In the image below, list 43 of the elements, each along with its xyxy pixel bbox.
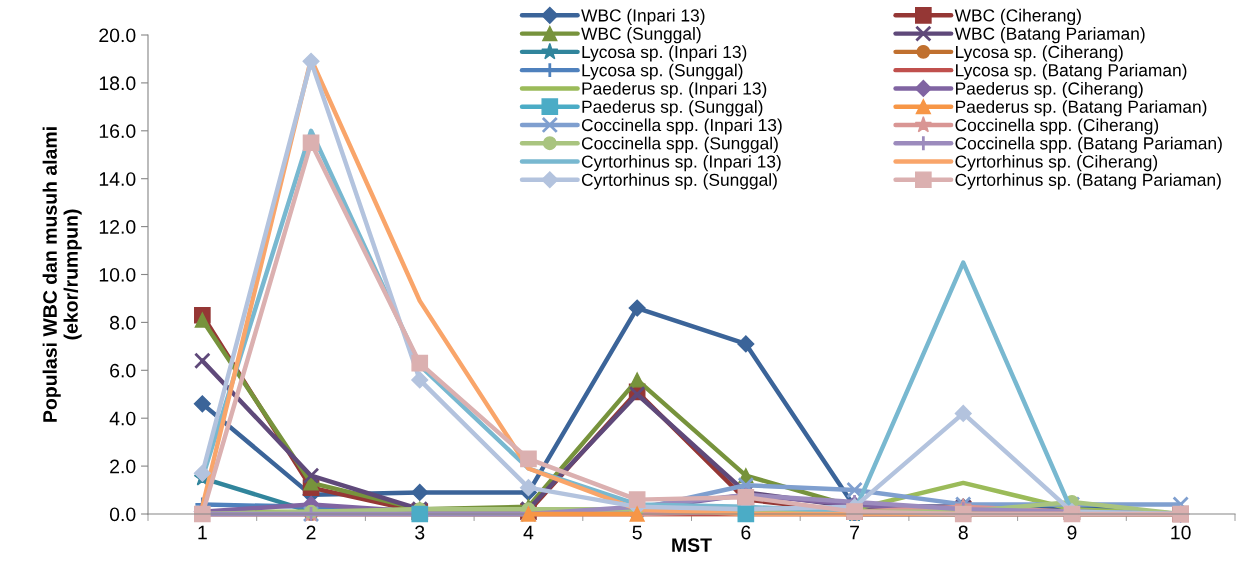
legend-label: Paederus sp. (Batang Pariaman) (956, 100, 1207, 117)
legend-label: Coccinella spp. (Sunggal) (581, 136, 778, 153)
y-tick-label: 20.0 (99, 28, 136, 43)
x-tick-label: 1 (198, 525, 207, 540)
y-tick-label: 12.0 (99, 220, 136, 234)
legend-label: Lycosa sp. (Sunggal) (582, 63, 743, 80)
y-tick-label: 6.0 (110, 363, 136, 378)
legend-label: Lycosa sp. (Batang Pariaman) (956, 63, 1187, 80)
y-tick-label: 8.0 (110, 315, 136, 330)
x-tick-label: 2 (306, 525, 316, 540)
x-tick-label: 7 (850, 525, 859, 540)
y-tick-label: 18.0 (99, 76, 136, 91)
legend-label: WBC (Ciherang) (954, 8, 1081, 26)
legend-label: Lycosa sp. (Inpari 13) (582, 45, 747, 62)
legend-label: Coccinella spp. (Batang Pariaman) (955, 136, 1222, 153)
legend-label: Cyrtorhinus sp. (Batang Pariaman) (955, 173, 1221, 190)
y-tick-label: 0.0 (109, 507, 136, 522)
legend-label: WBC (Inpari 13) (581, 8, 705, 26)
y-tick-label: 10.0 (99, 267, 136, 282)
legend-label: Paederus sp. (Ciherang) (956, 81, 1143, 99)
x-tick-label: 9 (1067, 525, 1077, 540)
legend-label: Cyrtorhinus sp. (Ciherang) (955, 154, 1158, 172)
legend-label: Coccinella spp. (Ciherang) (955, 118, 1159, 135)
x-tick-label: 6 (741, 525, 751, 540)
x-tick-label: 5 (632, 525, 642, 540)
legend-label: WBC (Sunggal) (581, 27, 701, 44)
x-tick-label: 8 (958, 525, 968, 540)
x-tick-label: 4 (523, 525, 534, 540)
legend-label: Cyrtorhinus sp. (Sunggal) (581, 173, 777, 190)
y-tick-label: 2.0 (110, 459, 136, 474)
legend-label: Paederus sp. (Sunggal) (582, 100, 763, 117)
legend-label: Coccinella spp. (Inpari 13) (581, 118, 782, 135)
y-tick-label: 14.0 (99, 172, 136, 186)
y-tick-label: 4.0 (109, 411, 136, 426)
legend-label: Lycosa sp. (Ciherang) (956, 45, 1123, 62)
x-tick-label: 3 (415, 525, 425, 540)
legend-label: Cyrtorhinus sp. (Inpari 13) (581, 154, 781, 172)
legend-label: Paederus sp. (Inpari 13) (582, 81, 767, 99)
x-axis-title: MST (672, 538, 712, 552)
x-tick-label: 10 (1171, 525, 1191, 540)
y-tick-label: 16.0 (99, 124, 136, 139)
legend-label: WBC (Batang Pariaman) (954, 27, 1145, 44)
y-axis-title: Populasi WBC dan musuh alami (ekor/rumpun) (42, 127, 82, 422)
